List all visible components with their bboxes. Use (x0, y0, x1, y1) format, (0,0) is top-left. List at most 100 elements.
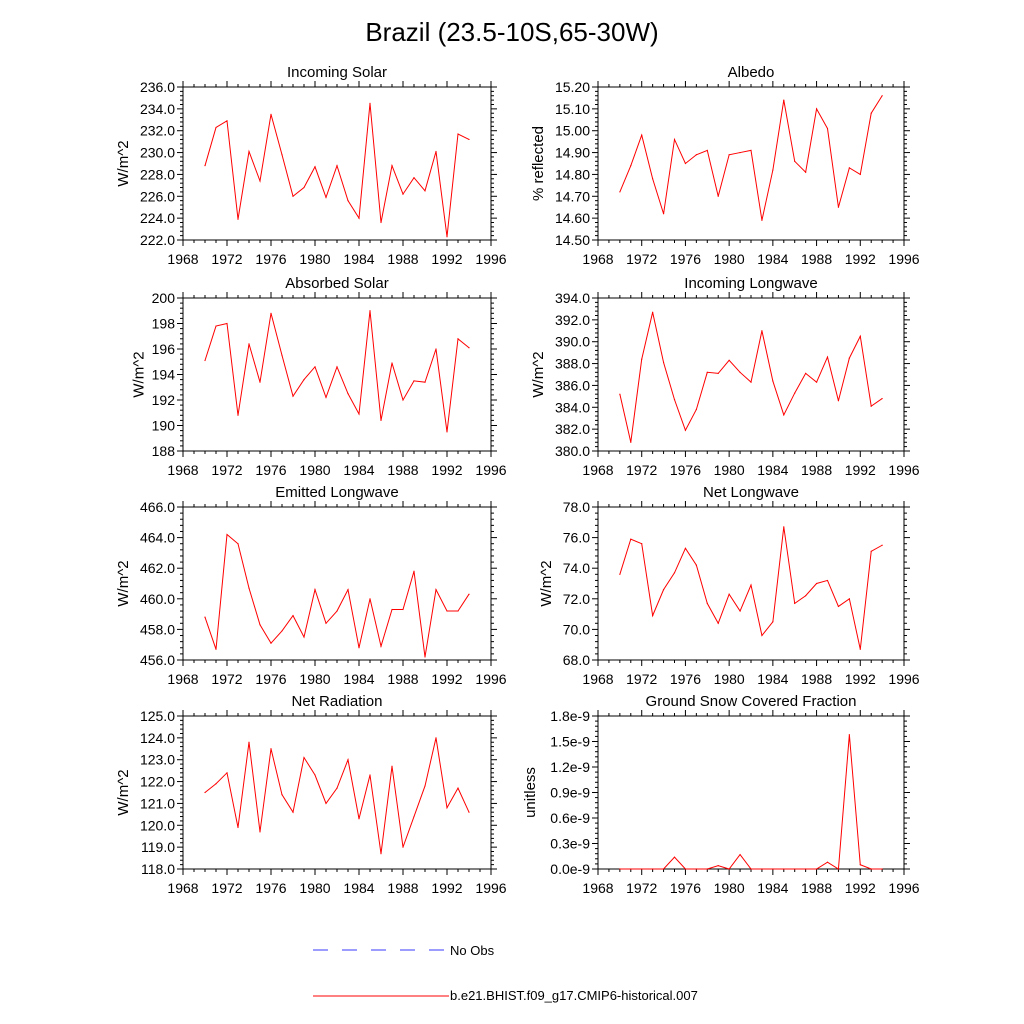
data-point (457, 338, 459, 340)
x-tick-label: 1972 (626, 251, 657, 267)
data-point (446, 236, 448, 238)
plot-frame (182, 297, 492, 452)
data-point (662, 213, 665, 215)
y-tick-label: 466.0 (140, 499, 175, 515)
data-point (772, 380, 774, 382)
x-tick-label: 1992 (431, 251, 462, 267)
x-tick-label: 1984 (757, 462, 788, 478)
data-point (204, 165, 206, 167)
data-point (750, 381, 752, 383)
y-tick-label: 0.6e-9 (550, 810, 590, 826)
data-point (826, 127, 829, 130)
data-point (739, 853, 741, 856)
x-tick-label: 1996 (888, 880, 919, 896)
x-tick-label: 1968 (582, 251, 613, 267)
data-point (739, 610, 741, 612)
y-tick-label: 196 (152, 341, 176, 357)
y-tick-label: 224.0 (140, 210, 175, 226)
x-tick-label: 1968 (582, 462, 613, 478)
x-tick-label: 1988 (801, 462, 832, 478)
data-point (761, 219, 763, 221)
x-tick-label: 1984 (757, 880, 788, 896)
data-point (281, 354, 283, 356)
data-point (641, 134, 643, 136)
data-point (281, 630, 283, 632)
data-point (446, 807, 448, 809)
data-point (336, 366, 338, 368)
x-tick-label: 1980 (714, 880, 745, 896)
data-point (859, 173, 861, 176)
data-point (881, 397, 883, 400)
data-point (673, 399, 676, 401)
data-point (259, 624, 261, 626)
data-point (673, 572, 676, 574)
plot-frame (597, 86, 905, 241)
x-tick-label: 1976 (255, 880, 286, 896)
data-point (728, 154, 730, 156)
data-point (226, 120, 228, 122)
panel-title: Absorbed Solar (285, 275, 388, 292)
data-point (402, 399, 404, 401)
x-tick-label: 1976 (670, 671, 701, 687)
x-tick-label: 1988 (801, 671, 832, 687)
data-point (728, 868, 730, 870)
panel-title: Net Radiation (292, 693, 383, 710)
y-axis-label: W/m^2 (115, 140, 132, 186)
x-tick-label: 1972 (626, 671, 657, 687)
x-tick-label: 1976 (255, 251, 286, 267)
series-line (204, 103, 470, 237)
data-point (435, 150, 437, 153)
x-tick-label: 1972 (211, 251, 242, 267)
data-point (226, 772, 228, 774)
data-point (435, 589, 437, 591)
y-tick-label: 15.10 (555, 101, 590, 117)
y-tick-label: 462.0 (140, 560, 175, 576)
data-point (325, 622, 327, 624)
data-point (369, 102, 371, 104)
y-tick-label: 14.90 (555, 145, 590, 161)
data-point (380, 853, 382, 855)
data-point (358, 818, 360, 820)
data-point (783, 414, 785, 416)
x-tick-label: 1968 (167, 671, 198, 687)
y-tick-label: 388.0 (555, 356, 590, 372)
x-tick-label: 1992 (845, 462, 876, 478)
y-tick-label: 122.0 (140, 774, 175, 790)
data-point (402, 193, 404, 195)
data-point (750, 149, 752, 151)
data-point (837, 868, 840, 870)
y-tick-label: 464.0 (140, 530, 175, 546)
data-point (446, 610, 448, 612)
data-point (468, 347, 470, 349)
y-tick-label: 1.8e-9 (550, 708, 590, 724)
data-point (826, 579, 829, 582)
data-point (270, 748, 272, 750)
data-point (673, 138, 676, 141)
y-tick-label: 458.0 (140, 621, 175, 637)
data-point (684, 547, 687, 549)
data-point (870, 868, 872, 870)
data-point (435, 348, 437, 350)
data-point (826, 356, 829, 358)
series-line (619, 526, 883, 650)
y-tick-label: 78.0 (563, 499, 590, 515)
data-point (870, 550, 872, 552)
data-point (358, 413, 360, 415)
data-point (226, 533, 228, 536)
data-point (226, 322, 228, 325)
data-point (446, 431, 448, 433)
series-points (619, 95, 883, 221)
x-tick-label: 1988 (387, 462, 418, 478)
y-tick-label: 14.50 (555, 232, 590, 248)
data-point (347, 589, 349, 591)
x-tick-label: 1976 (670, 251, 701, 267)
y-tick-label: 120.0 (140, 817, 175, 833)
data-point (783, 526, 785, 528)
x-tick-label: 1996 (475, 880, 506, 896)
x-tick-label: 1996 (888, 462, 919, 478)
x-tick-label: 1968 (167, 880, 198, 896)
data-point (259, 831, 261, 833)
y-axis-label: W/m^2 (115, 769, 132, 815)
x-tick-label: 1976 (670, 462, 701, 478)
data-point (848, 357, 850, 359)
